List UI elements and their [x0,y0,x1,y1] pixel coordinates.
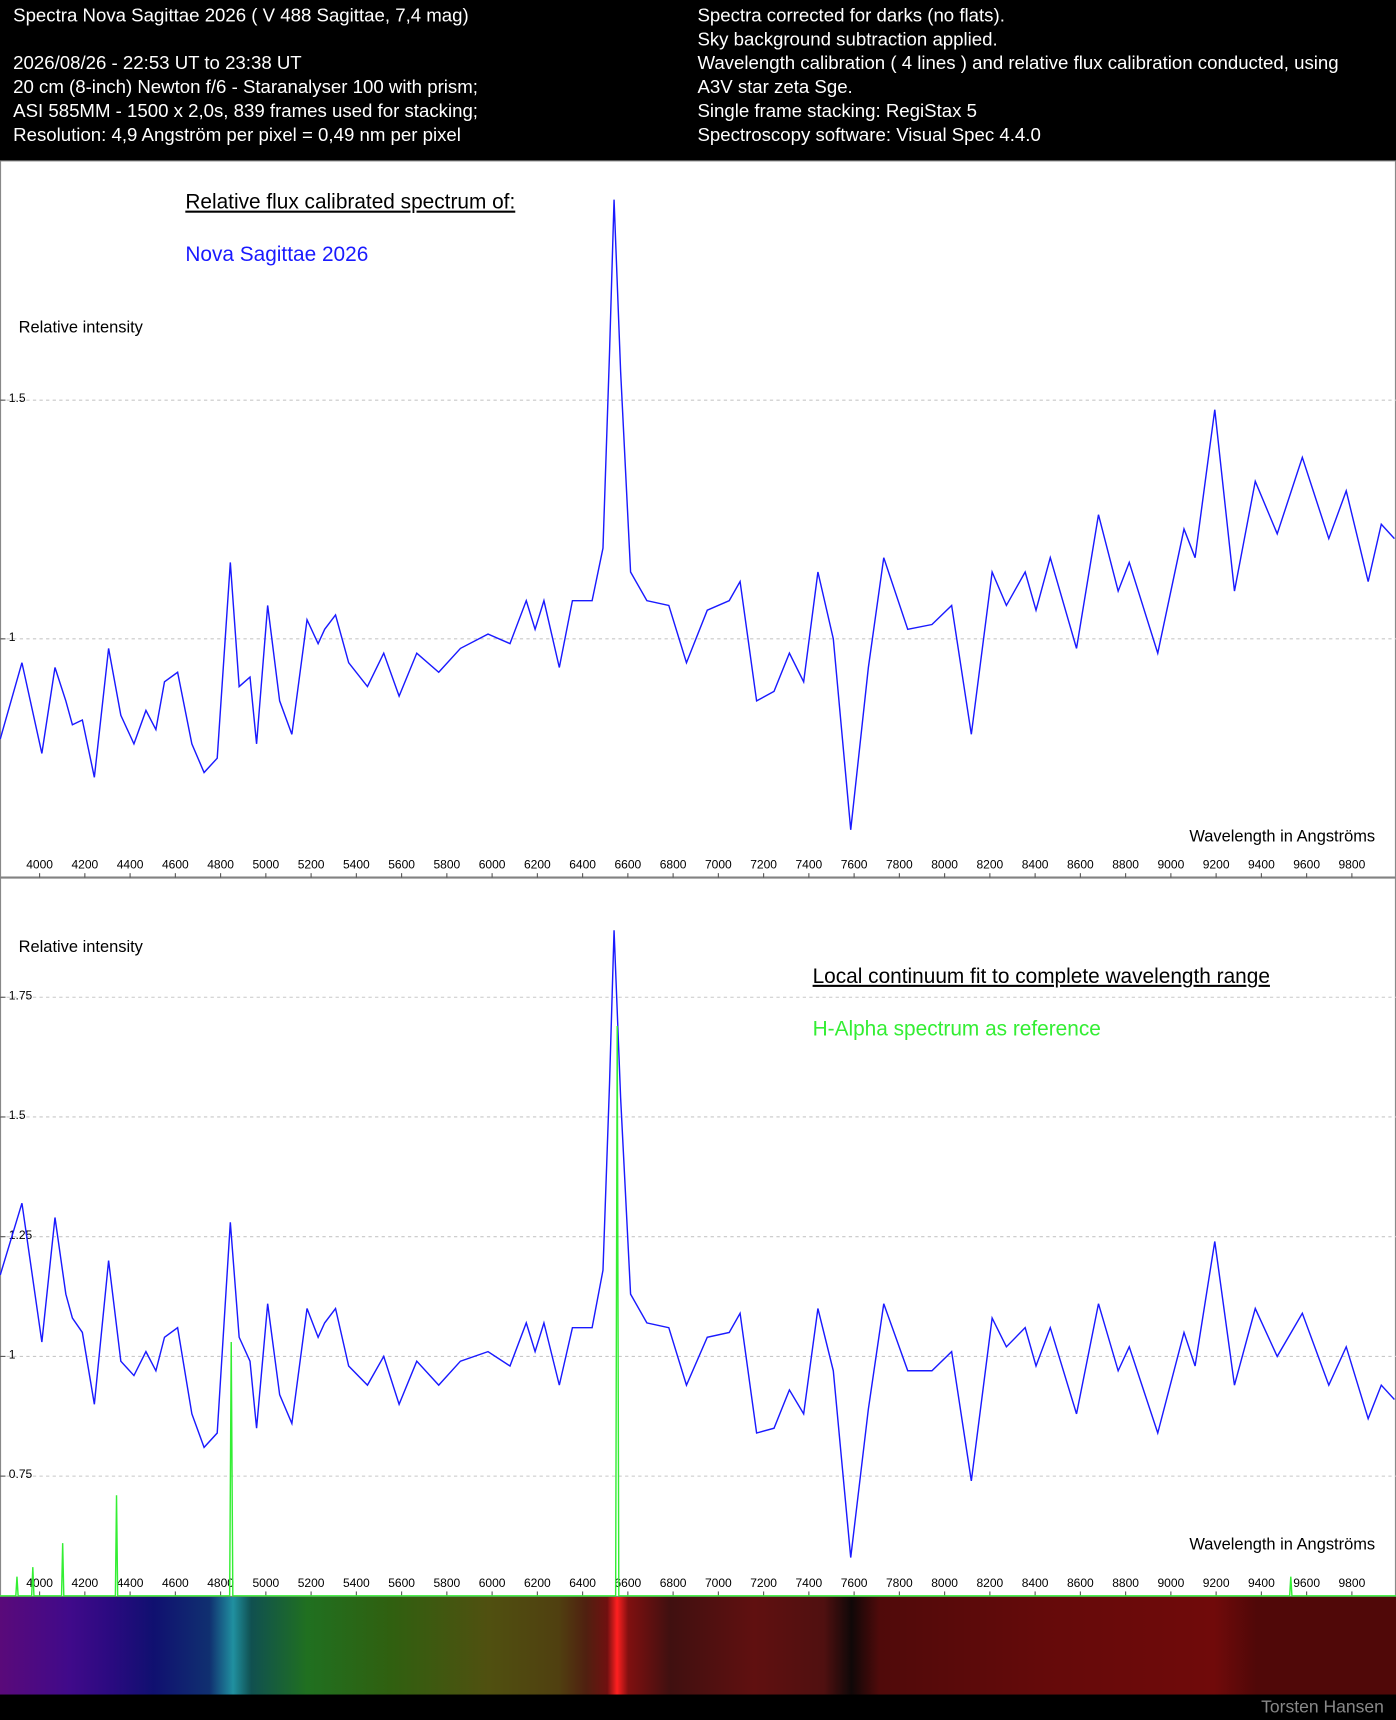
legend-entry: Nova Sagittae 2026 [185,243,368,266]
x-tick-label: 7000 [705,1576,732,1590]
x-tick-label: 6000 [479,858,506,872]
x-tick-label: 7600 [841,1576,868,1590]
x-axis-label: Wavelength in Angströms [1189,1536,1375,1554]
x-tick-label: 9600 [1293,1576,1320,1590]
x-tick-label: 8800 [1112,1576,1139,1590]
x-tick-label: 8800 [1112,858,1139,872]
x-tick-label: 6000 [479,1576,506,1590]
x-tick-label: 9000 [1157,1576,1184,1590]
y-tick-label: 1.75 [9,988,33,1002]
x-tick-label: 4200 [71,1576,98,1590]
x-tick-label: 4400 [117,1576,144,1590]
x-tick-label: 9200 [1203,1576,1230,1590]
header-line: Sky background subtraction applied. [697,29,997,50]
x-tick-label: 6600 [614,1576,641,1590]
spectrum-strip [0,1596,1396,1695]
x-tick-label: 7200 [750,858,777,872]
x-tick-label: 9400 [1248,1576,1275,1590]
header-line: ASI 585MM - 1500 x 2,0s, 839 frames used… [13,100,478,121]
header-line: Spectroscopy software: Visual Spec 4.4.0 [697,124,1040,145]
x-tick-label: 4200 [71,858,98,872]
x-tick-label: 4400 [117,858,144,872]
x-tick-label: 7600 [841,858,868,872]
x-tick-label: 6800 [660,1576,687,1590]
header-line: Resolution: 4,9 Angström per pixel = 0,4… [13,124,461,145]
y-axis-label: Relative intensity [19,938,144,956]
x-tick-label: 7800 [886,858,913,872]
x-tick-label: 8400 [1022,1576,1049,1590]
spectrum-line [0,930,1395,1558]
x-tick-label: 5600 [388,1576,415,1590]
x-tick-label: 6600 [614,858,641,872]
x-tick-label: 5200 [298,858,325,872]
y-tick-label: 1 [9,1347,16,1361]
x-tick-label: 8600 [1067,858,1094,872]
x-tick-label: 7200 [750,1576,777,1590]
header-line: 2026/08/26 - 22:53 UT to 23:38 UT [13,52,302,73]
x-tick-label: 8200 [976,858,1003,872]
spectrum-line [0,1025,1396,1597]
x-tick-label: 7400 [795,858,822,872]
legend-entry: H-Alpha spectrum as reference [813,1017,1101,1040]
header-line: Wavelength calibration ( 4 lines ) and r… [697,52,1338,73]
x-tick-label: 4800 [207,1576,234,1590]
header-line: Spectra corrected for darks (no flats). [697,5,1004,26]
x-tick-label: 5000 [252,858,279,872]
x-tick-label: 8600 [1067,1576,1094,1590]
x-tick-label: 6800 [660,858,687,872]
x-tick-label: 4000 [26,858,53,872]
x-tick-label: 9000 [1157,858,1184,872]
x-tick-label: 9800 [1338,858,1365,872]
header-line: Single frame stacking: RegiStax 5 [697,100,977,121]
x-axis-label: Wavelength in Angströms [1189,827,1375,845]
x-tick-label: 4800 [207,858,234,872]
x-tick-label: 5400 [343,1576,370,1590]
x-tick-label: 6200 [524,1576,551,1590]
x-tick-label: 7800 [886,1576,913,1590]
header-line: A3V star zeta Sge. [697,76,852,97]
footer: Torsten Hansen [1261,1696,1384,1716]
y-axis-label: Relative intensity [19,318,144,336]
y-tick-label: 1.5 [9,391,26,405]
chart-title: Relative flux calibrated spectrum of: [185,191,515,214]
x-tick-label: 6400 [569,1576,596,1590]
x-tick-label: 7000 [705,858,732,872]
x-tick-label: 6200 [524,858,551,872]
x-tick-label: 8000 [931,858,958,872]
x-tick-label: 8400 [1022,858,1049,872]
header-line: Spectra Nova Sagittae 2026 ( V 488 Sagit… [13,5,469,26]
x-tick-label: 5400 [343,858,370,872]
x-tick-label: 5600 [388,858,415,872]
x-tick-label: 4600 [162,858,189,872]
top-panel [0,160,1396,878]
x-tick-label: 5800 [433,858,460,872]
x-tick-label: 7400 [795,1576,822,1590]
x-tick-label: 9200 [1203,858,1230,872]
x-tick-label: 6400 [569,858,596,872]
x-tick-label: 9600 [1293,858,1320,872]
x-tick-label: 4600 [162,1576,189,1590]
x-tick-label: 5800 [433,1576,460,1590]
y-tick-label: 0.75 [9,1467,33,1481]
x-tick-label: 9800 [1338,1576,1365,1590]
x-tick-label: 8200 [976,1576,1003,1590]
y-tick-label: 1 [9,630,16,644]
x-tick-label: 4000 [26,1576,53,1590]
header-line: 20 cm (8-inch) Newton f/6 - Staranalyser… [13,76,478,97]
x-tick-label: 9400 [1248,858,1275,872]
y-tick-label: 1.5 [9,1108,26,1122]
spectrum-line [0,199,1395,830]
x-tick-label: 8000 [931,1576,958,1590]
chart-title: Local continuum fit to complete waveleng… [813,965,1270,988]
x-tick-label: 5200 [298,1576,325,1590]
x-tick-label: 5000 [252,1576,279,1590]
